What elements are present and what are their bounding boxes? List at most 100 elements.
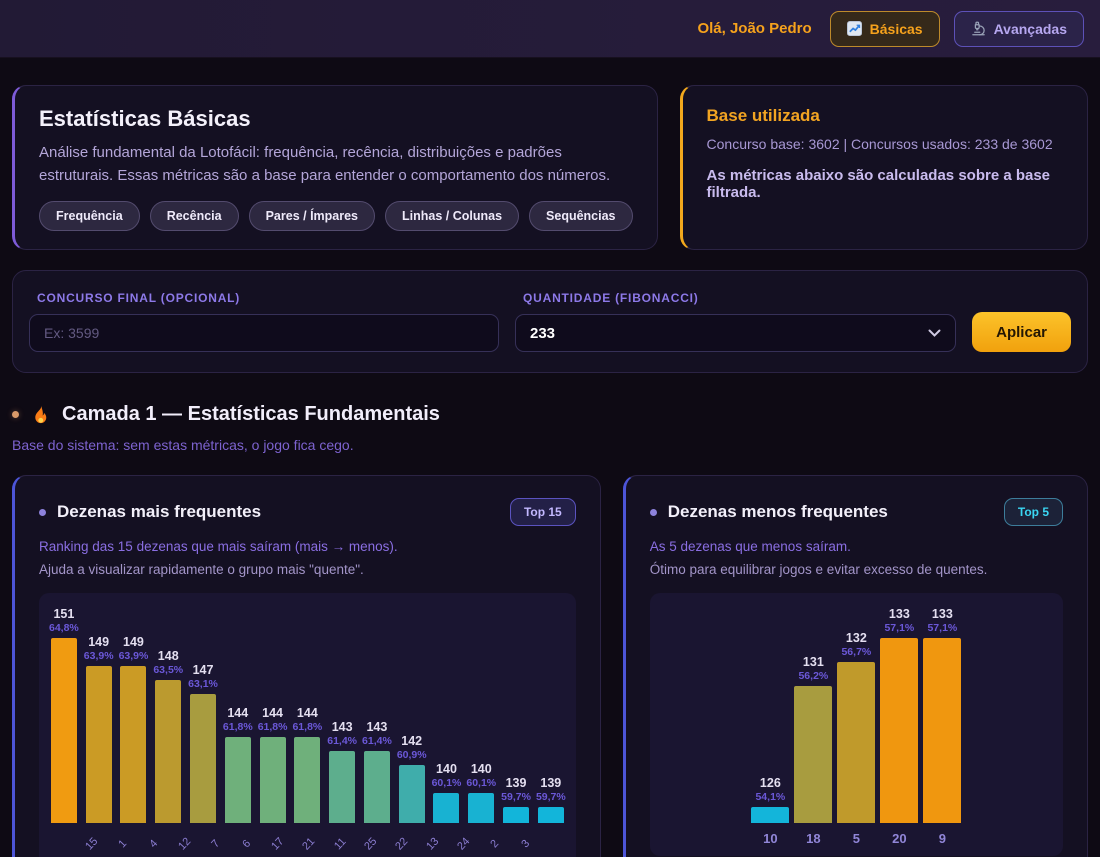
info-row: Estatísticas Básicas Análise fundamental… <box>12 85 1088 250</box>
bar-value-label: 143 <box>366 720 388 735</box>
bar-value-label: 140 <box>436 762 457 777</box>
basicas-label: Básicas <box>869 20 923 37</box>
bar <box>433 793 460 823</box>
bar <box>503 807 530 823</box>
bar-percent-label: 64,8% <box>49 622 79 635</box>
bar-column: 148 63,5% <box>153 649 183 823</box>
bar-column: 131 56,2% <box>794 655 833 823</box>
contest-final-input[interactable] <box>29 314 499 352</box>
bar-column: 147 63,1% <box>188 663 218 823</box>
bar-column: 143 61,4% <box>327 720 357 823</box>
bar-value-label: 133 <box>931 607 953 622</box>
basicas-button[interactable]: Básicas <box>829 10 940 47</box>
quantity-value: 233 <box>530 324 556 342</box>
bar-percent-label: 61,8% <box>292 721 323 734</box>
bar-column: 144 61,8% <box>292 706 322 823</box>
bar-percent-label: 54,1% <box>755 791 786 804</box>
bar-percent-label: 61,8% <box>222 721 253 734</box>
bar-percent-label: 56,2% <box>798 670 829 683</box>
bar-value-label: 139 <box>505 776 527 791</box>
chevron-down-icon <box>928 329 941 337</box>
bar-column: 144 61,8% <box>257 706 288 823</box>
bar-percent-label: 63,9% <box>118 650 149 663</box>
bar-value-label: 144 <box>227 706 249 721</box>
bar <box>537 807 564 823</box>
x-axis-label: 12 <box>176 835 194 853</box>
bar-column: 140 60,1% <box>431 762 462 823</box>
bar-value-label: 131 <box>802 655 824 670</box>
bar-column: 139 59,7% <box>501 776 531 823</box>
bar-column: 149 63,9% <box>84 635 114 823</box>
bar-column: 140 60,1% <box>466 762 496 823</box>
metric-chip: Pares / Ímpares <box>248 201 376 231</box>
bar <box>85 666 112 823</box>
bar-column: 149 63,9% <box>118 635 149 823</box>
x-axis: 10 18 5 20 9 <box>660 831 1053 846</box>
x-axis-label: 4 <box>147 837 161 851</box>
bar <box>224 737 251 823</box>
bar-percent-label: 56,7% <box>841 646 872 659</box>
chart-bullet-dot <box>649 508 657 516</box>
metric-chips: Frequência Recência Pares / Ímpares Linhas … <box>39 201 633 231</box>
x-axis-label: 24 <box>455 835 473 853</box>
bar-value-label: 143 <box>331 720 353 735</box>
chart-subtitle: Ranking das 15 dezenas que mais saíram (… <box>39 539 398 554</box>
x-axis-label: 3 <box>519 837 533 851</box>
bar-percent-label: 63,5% <box>153 664 184 677</box>
x-axis-label: 10 <box>763 831 778 846</box>
chart-icon <box>846 21 862 36</box>
apply-button[interactable]: Aplicar <box>972 312 1071 352</box>
bar-value-label: 140 <box>470 762 492 777</box>
bar-value-label: 144 <box>262 706 283 721</box>
metric-chip: Recência <box>149 201 239 231</box>
bar-percent-label: 61,4% <box>327 735 358 748</box>
bar-value-label: 139 <box>540 776 562 791</box>
bar-chart-least-frequent: 126 54,1% 131 56,2% 132 56,7% 133 57,1% 133 57,1%… <box>649 593 1063 856</box>
bar-value-label: 132 <box>845 631 867 646</box>
bar-percent-label: 59,7% <box>501 791 531 804</box>
bar-column: 126 54,1% <box>751 776 790 823</box>
bar-percent-label: 59,7% <box>535 791 566 804</box>
bar-column: 143 61,4% <box>362 720 392 823</box>
bar <box>837 662 876 823</box>
avancadas-button[interactable]: Avançadas <box>953 10 1084 47</box>
x-axis-label: 7 <box>209 837 223 851</box>
x-axis-label: 25 <box>362 835 380 853</box>
quantity-label: QUANTIDADE (FIBONACCI) <box>523 291 699 305</box>
bar-value-label: 142 <box>401 734 423 749</box>
page-description: Análise fundamental da Lotofácil: frequê… <box>39 144 611 184</box>
bar-percent-label: 57,1% <box>884 622 915 635</box>
top5-badge: Top 5 <box>1003 498 1063 526</box>
least-frequent-card: Dezenas menos frequentes Top 5 As 5 deze… <box>622 475 1088 857</box>
metric-chip: Frequência <box>39 201 140 231</box>
bar-column: 144 61,8% <box>223 706 253 823</box>
bar-column: 139 59,7% <box>536 776 566 823</box>
most-frequent-card: Dezenas mais frequentes Top 15 Ranking d… <box>12 475 601 857</box>
top15-badge: Top 15 <box>509 498 576 526</box>
contest-field-group: CONCURSO FINAL (OPCIONAL) <box>29 291 499 352</box>
bar-value-label: 126 <box>759 776 781 791</box>
bar <box>363 751 390 823</box>
bar <box>120 666 147 823</box>
bar-value-label: 144 <box>296 706 318 721</box>
bar-column: 132 56,7% <box>837 631 876 823</box>
x-axis-label: 1 <box>116 837 130 851</box>
bar-column: 133 57,1% <box>880 607 919 823</box>
chart-header: Dezenas menos frequentes Top 5 <box>649 498 1063 526</box>
x-axis-label: 15 <box>83 835 101 853</box>
user-greeting: Olá, João Pedro <box>697 20 812 37</box>
base-info-title: Base utilizada <box>706 106 820 125</box>
bar-percent-label: 60,1% <box>431 777 462 790</box>
bar <box>468 793 495 823</box>
avancadas-label: Avançadas <box>993 20 1067 37</box>
x-axis-label: 17 <box>269 835 287 853</box>
app-header: Olá, João Pedro Básicas Avançadas <box>0 0 1100 58</box>
chart-title: Dezenas mais frequentes <box>57 502 262 521</box>
base-info-stats: Concurso base: 3602 | Concursos usados: … <box>706 136 1053 152</box>
bar-percent-label: 61,8% <box>257 721 288 734</box>
x-axis-label: 20 <box>892 831 907 846</box>
bar-column: 133 57,1% <box>923 607 962 823</box>
bar <box>294 737 321 823</box>
bar <box>190 694 217 823</box>
quantity-select[interactable]: 233 <box>515 314 957 352</box>
